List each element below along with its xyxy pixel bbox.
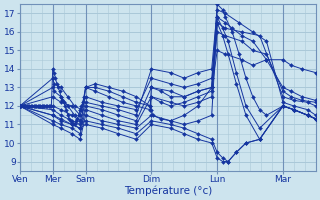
X-axis label: Température (°c): Température (°c) xyxy=(124,185,212,196)
